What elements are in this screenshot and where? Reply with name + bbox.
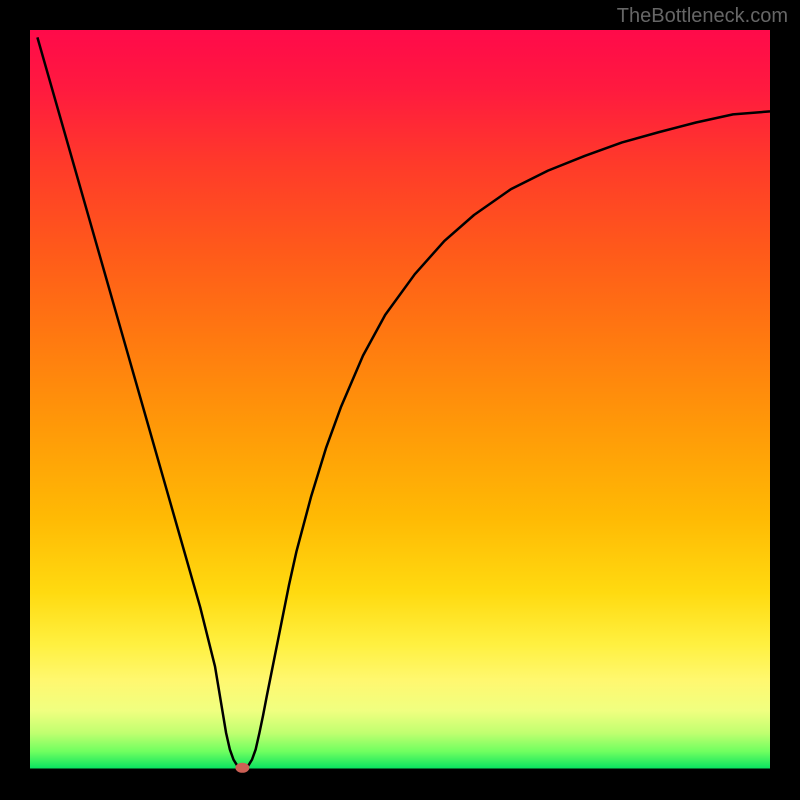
optimal-point-marker [235, 763, 249, 773]
bottleneck-chart: TheBottleneck.com [0, 0, 800, 800]
chart-svg: TheBottleneck.com [0, 0, 800, 800]
attribution-text: TheBottleneck.com [617, 5, 788, 27]
